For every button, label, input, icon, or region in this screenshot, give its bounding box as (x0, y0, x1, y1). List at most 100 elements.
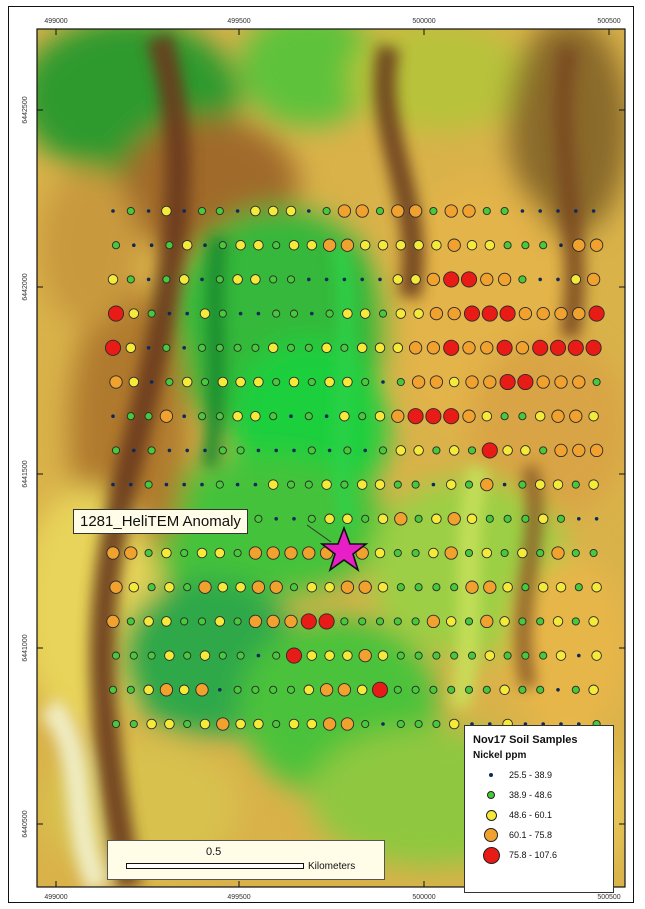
sample-point (432, 719, 441, 729)
sample-point (235, 718, 246, 730)
sample-point (126, 685, 135, 694)
sample-point (248, 546, 263, 560)
soil-sample-map[interactable]: 499000 499000 499500 499500 500000 500000 5005… (9, 7, 635, 904)
sample-point (356, 479, 368, 490)
sample-point (235, 376, 246, 388)
sample-point (200, 377, 210, 387)
sample-point (480, 341, 494, 355)
sample-point (218, 241, 227, 250)
sample-point (180, 548, 189, 558)
sample-point (361, 514, 370, 523)
sample-point (592, 377, 601, 387)
sample-point (408, 341, 423, 355)
sample-point (393, 480, 402, 489)
sample-point (488, 722, 492, 726)
anomaly-marker[interactable] (306, 524, 369, 573)
sample-point (324, 581, 335, 593)
y-tick-label: 6442000 (634, 273, 635, 300)
sample-point (196, 547, 208, 559)
sample-point (235, 209, 240, 213)
sample-point (361, 377, 370, 387)
sample-point (391, 204, 405, 218)
scale-bar: 0.5 Kilometers (107, 840, 385, 880)
sample-point (232, 274, 243, 285)
sample-point (238, 311, 243, 316)
sample-point (307, 377, 316, 387)
sample-point (532, 339, 549, 356)
sample-point (214, 616, 226, 627)
y-tick-label: 6441500 (22, 460, 29, 487)
sample-point (322, 717, 337, 731)
sample-point (167, 448, 172, 453)
sample-point (448, 445, 460, 456)
sample-point (253, 718, 264, 730)
sample-point (288, 239, 300, 251)
sample-point (556, 688, 560, 692)
sample-point (577, 517, 581, 521)
sample-point (450, 583, 459, 592)
sample-point (256, 311, 261, 316)
sample-point (499, 616, 510, 627)
sample-point (465, 580, 479, 594)
sample-point (432, 651, 441, 660)
sample-point (447, 685, 456, 694)
sample-point (464, 617, 474, 626)
sample-point (144, 548, 153, 558)
sample-point (340, 238, 355, 252)
sample-point (571, 548, 580, 558)
sample-point (178, 274, 190, 285)
sample-point (218, 446, 227, 455)
sample-point (460, 271, 478, 288)
legend-label-3: 60.1 - 75.8 (509, 830, 553, 840)
sample-point (284, 546, 298, 560)
sample-point (256, 653, 261, 658)
legend-subtitle: Nickel ppm (473, 750, 527, 761)
sample-point (111, 651, 121, 660)
map-frame: 499000 499000 499500 499500 500000 500000 5005… (8, 6, 635, 904)
sample-point (128, 581, 140, 593)
sample-point (483, 375, 497, 389)
sample-point (496, 339, 513, 356)
sample-point (407, 408, 424, 425)
sample-point (464, 480, 474, 489)
sample-point (462, 409, 476, 423)
sample-point (126, 206, 135, 216)
sample-point (217, 376, 229, 388)
sample-point (321, 479, 332, 490)
sample-point (499, 373, 516, 391)
sample-point (129, 482, 133, 487)
scale-bar-value: 0.5 (206, 846, 222, 858)
sample-point (310, 311, 314, 316)
sample-point (185, 311, 189, 316)
sample-point (464, 685, 474, 694)
sample-point (132, 243, 136, 247)
sample-point (428, 547, 439, 559)
sample-point (286, 275, 296, 284)
sample-point (394, 512, 408, 526)
sample-point (521, 241, 530, 250)
sample-point (129, 651, 138, 660)
sample-point (429, 685, 438, 694)
sample-point (216, 717, 230, 731)
sample-point (321, 342, 332, 354)
sample-point (217, 581, 229, 593)
sample-point (411, 685, 420, 694)
sample-point (269, 412, 278, 421)
sample-point (396, 377, 405, 387)
sample-point (445, 616, 457, 627)
sample-point (444, 204, 458, 218)
sample-point (503, 651, 512, 660)
sample-point (126, 412, 135, 421)
sample-point (104, 339, 122, 356)
sample-point (443, 271, 460, 288)
sample-point (324, 513, 335, 525)
sample-point (585, 339, 602, 356)
sample-point (218, 651, 227, 660)
sample-point (254, 514, 263, 523)
sample-point (215, 206, 224, 216)
x-tick-label: 500000 (412, 894, 435, 901)
y-tick-label: 6442000 (22, 273, 29, 300)
sample-point (448, 718, 460, 730)
sample-point (518, 412, 527, 421)
legend-symbol-1 (487, 791, 495, 799)
